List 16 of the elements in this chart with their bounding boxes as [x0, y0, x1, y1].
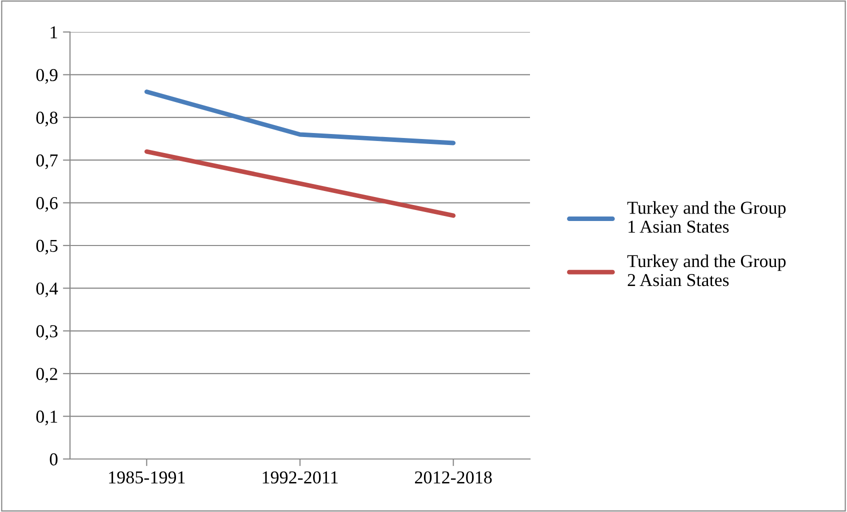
y-tick-label: 0,3: [36, 325, 58, 340]
y-tick-label: 0,5: [36, 240, 58, 255]
x-tick-label: 1992-2011: [262, 471, 338, 484]
legend-label: Turkey and the Group 2 Asian States: [627, 254, 786, 286]
y-tick-label: 0,4: [36, 282, 58, 298]
y-tick-label: 0,7: [36, 154, 58, 170]
y-tick-label: 0,8: [36, 112, 58, 126]
y-tick-label: 0,9: [36, 68, 58, 84]
y-tick-label: 0,1: [36, 410, 58, 426]
y-tick-label: 0: [50, 453, 58, 466]
y-tick-label: 0,6: [36, 197, 58, 212]
x-tick-label: 1985-1991: [109, 471, 185, 484]
y-tick-label: 0,2: [36, 368, 58, 383]
x-tick-label: 2012-2018: [415, 471, 492, 484]
legend-label: Turkey and the Group 1 Asian States: [627, 201, 786, 233]
y-tick-label: 1: [50, 26, 58, 38]
